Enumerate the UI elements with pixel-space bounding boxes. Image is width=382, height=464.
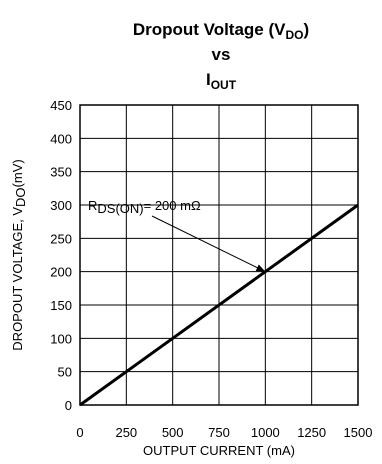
y-tick-label-1: 50	[58, 365, 72, 380]
y-tick-label-3: 150	[50, 298, 72, 313]
x-axis-label: OUTPUT CURRENT (mA)	[143, 443, 295, 458]
x-tick-labels: 0 250 500 750 1000 1250 1500	[76, 425, 372, 440]
x-tick-label-4: 1000	[251, 425, 280, 440]
series-group	[79, 203, 359, 407]
annotation-arrowhead	[255, 264, 266, 272]
y-tick-label-2: 100	[50, 331, 72, 346]
chart-title-line1: Dropout Voltage (VDO)	[132, 20, 310, 42]
chart-title-line2: vs	[211, 45, 231, 64]
y-tick-label-5: 250	[50, 231, 72, 246]
x-tick-label-5: 1250	[297, 425, 326, 440]
x-tick-label-1: 250	[115, 425, 137, 440]
y-tick-labels: 0 50 100 150 200 250 300 350 400 450	[50, 98, 72, 413]
y-tick-label-7: 350	[50, 165, 72, 180]
annotation-arrow	[151, 215, 258, 269]
plot-frame	[79, 104, 359, 406]
series-line-0	[79, 203, 359, 407]
y-tick-label-9: 450	[50, 98, 72, 113]
y-tick-label-8: 400	[50, 131, 72, 146]
y-tick-label-4: 200	[50, 265, 72, 280]
x-tick-label-3: 750	[208, 425, 230, 440]
y-tick-label-6: 300	[50, 198, 72, 213]
y-axis-label: DROPOUT VOLTAGE, VDO(mV)	[10, 159, 28, 350]
chart-title-line3: IOUT	[205, 70, 237, 92]
y-tick-label-0: 0	[65, 398, 72, 413]
annotation-group: RDS(ON)= 200 mΩ	[88, 198, 266, 272]
x-tick-label-6: 1500	[344, 425, 373, 440]
annotation-label: RDS(ON)= 200 mΩ	[88, 198, 201, 216]
grid	[79, 104, 359, 406]
x-tick-label-2: 500	[162, 425, 184, 440]
x-tick-label-0: 0	[76, 425, 83, 440]
